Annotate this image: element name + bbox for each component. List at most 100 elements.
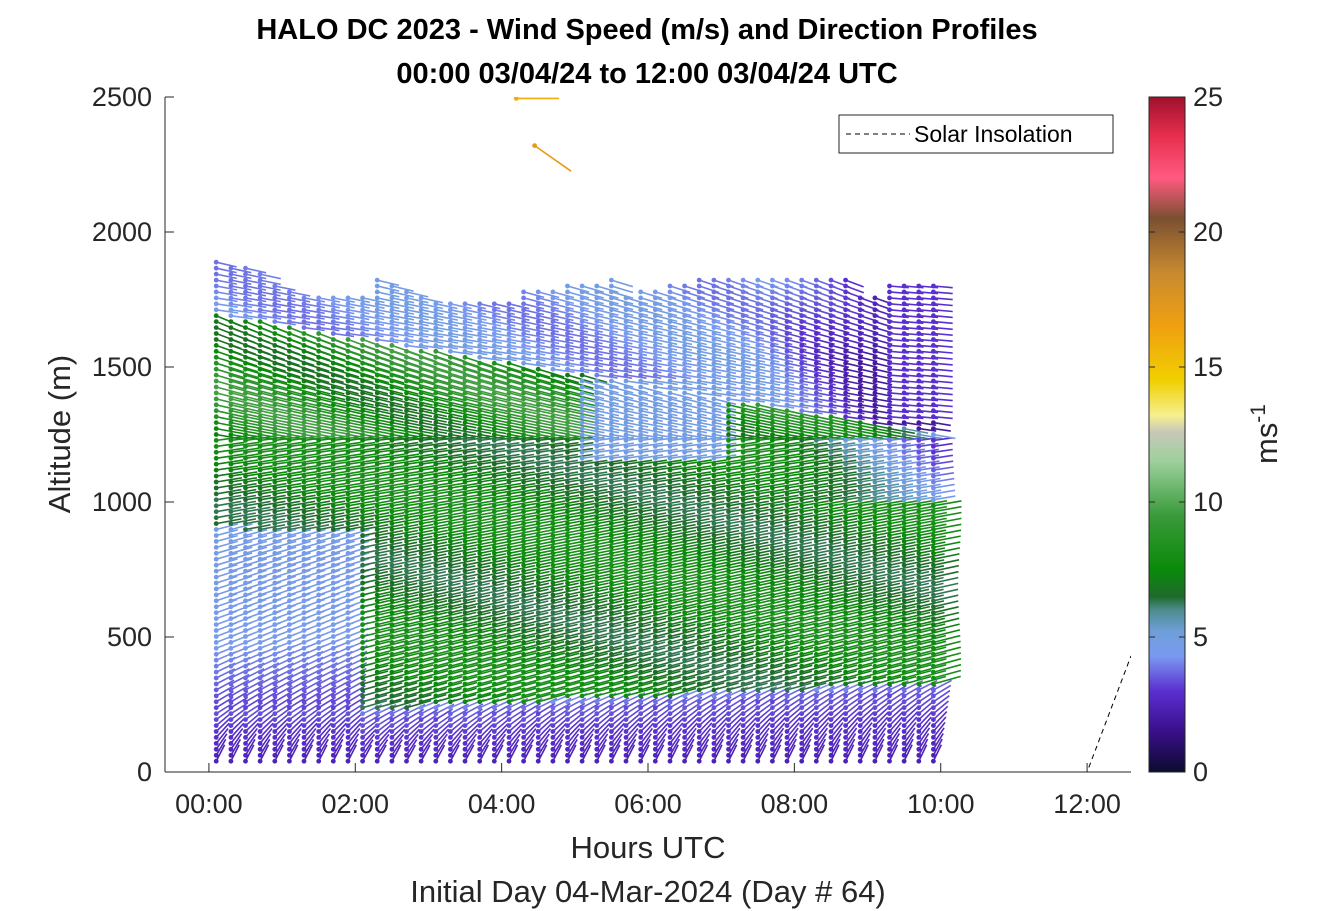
wind-barb-head: [667, 752, 673, 758]
wind-barb-head: [228, 485, 234, 491]
wind-barb-head: [213, 473, 219, 479]
wind-barb-head: [374, 758, 380, 764]
wind-barb-head: [506, 545, 512, 550]
wind-barb: [611, 285, 634, 294]
wind-barb: [347, 546, 370, 555]
wind-barb: [494, 640, 522, 650]
wind-barb-head: [448, 758, 453, 764]
wind-barb: [435, 326, 459, 333]
wind-barb: [362, 570, 389, 578]
wind-barb: [391, 605, 419, 614]
wind-barb-head: [345, 592, 351, 598]
wind-barb: [464, 303, 487, 310]
wind-barb: [435, 594, 462, 602]
wind-barb-head: [550, 598, 556, 604]
wind-barb: [230, 471, 258, 477]
wind-barb: [420, 320, 444, 327]
wind-barb: [567, 459, 593, 465]
wind-barb-head: [491, 313, 497, 319]
wind-barb-head: [287, 491, 292, 497]
wind-barb: [274, 409, 306, 419]
wind-barb-head: [506, 378, 512, 384]
wind-barb-head: [638, 337, 644, 342]
wind-barb: [552, 564, 581, 572]
wind-barb-head: [609, 390, 614, 396]
wind-barb-head: [374, 444, 380, 449]
wind-barb-head: [652, 693, 658, 699]
wind-barb: [420, 303, 444, 310]
wind-barb: [303, 326, 325, 332]
wind-barb-head: [272, 426, 278, 431]
wind-barb: [420, 675, 448, 685]
wind-barb-head: [345, 449, 351, 455]
wind-barb: [581, 362, 604, 368]
wind-barb-head: [243, 467, 248, 473]
wind-barb: [479, 652, 508, 661]
wind-barb-head: [594, 414, 600, 420]
wind-barb: [552, 441, 579, 448]
wind-barb: [640, 483, 666, 489]
wind-barb: [523, 309, 545, 316]
wind-barb-head: [433, 562, 439, 568]
wind-barb-head: [257, 271, 263, 277]
wind-barb-head: [301, 509, 307, 515]
wind-barb: [552, 617, 578, 626]
wind-barb: [596, 368, 618, 374]
wind-barb-head: [462, 343, 468, 348]
wind-barb: [611, 629, 637, 638]
wind-barb-head: [623, 319, 629, 324]
wind-barb-head: [579, 354, 585, 360]
wind-barb-head: [638, 503, 644, 509]
wind-barb: [464, 332, 488, 339]
wind-barb-head: [623, 444, 629, 449]
wind-barb-head: [345, 556, 351, 562]
wind-barb: [450, 338, 473, 344]
wind-barb-head: [623, 337, 629, 342]
wind-barb: [581, 494, 608, 501]
wind-barb: [391, 297, 415, 304]
wind-barb-head: [287, 675, 292, 681]
wind-barb-head: [448, 705, 453, 711]
wind-barb-head: [550, 408, 556, 414]
wind-barb: [230, 712, 247, 727]
wind-barb: [435, 398, 464, 407]
wind-barb: [479, 687, 507, 697]
wind-barb: [596, 600, 623, 608]
wind-barb-head: [228, 675, 234, 681]
wind-barb-head: [433, 622, 439, 627]
wind-barb: [406, 617, 434, 626]
wind-barb-head: [345, 723, 351, 728]
wind-barb-head: [550, 640, 556, 645]
wind-barb-head: [506, 348, 512, 354]
wind-barb: [230, 563, 253, 572]
wind-barb-head: [404, 735, 409, 740]
wind-barb: [230, 744, 240, 762]
wind-barb: [567, 398, 597, 407]
wind-barb: [625, 326, 648, 334]
wind-barb-head: [228, 402, 234, 408]
wind-barb-head: [345, 527, 351, 532]
wind-barb: [274, 528, 297, 537]
wind-barb-head: [360, 432, 365, 437]
wind-barb-head: [360, 515, 365, 521]
wind-barb: [406, 570, 432, 578]
wind-barb: [655, 309, 678, 317]
wind-barb-head: [257, 461, 263, 467]
wind-barb: [625, 494, 652, 501]
wind-barb: [523, 623, 549, 632]
wind-barb-head: [257, 598, 263, 604]
wind-barb-head: [243, 669, 248, 675]
wind-barb-head: [638, 467, 644, 473]
wind-barb-head: [623, 497, 629, 503]
wind-barb: [567, 641, 593, 650]
wind-barb: [508, 738, 520, 756]
wind-barb: [450, 687, 477, 697]
wind-barb-head: [389, 699, 395, 705]
wind-barb-head: [623, 562, 629, 568]
wind-barb-head: [360, 325, 365, 330]
wind-barb-head: [550, 432, 556, 437]
wind-barb-head: [374, 408, 380, 414]
wind-barb-head: [330, 705, 336, 711]
wind-barb: [377, 285, 400, 292]
wind-barb: [523, 564, 551, 572]
